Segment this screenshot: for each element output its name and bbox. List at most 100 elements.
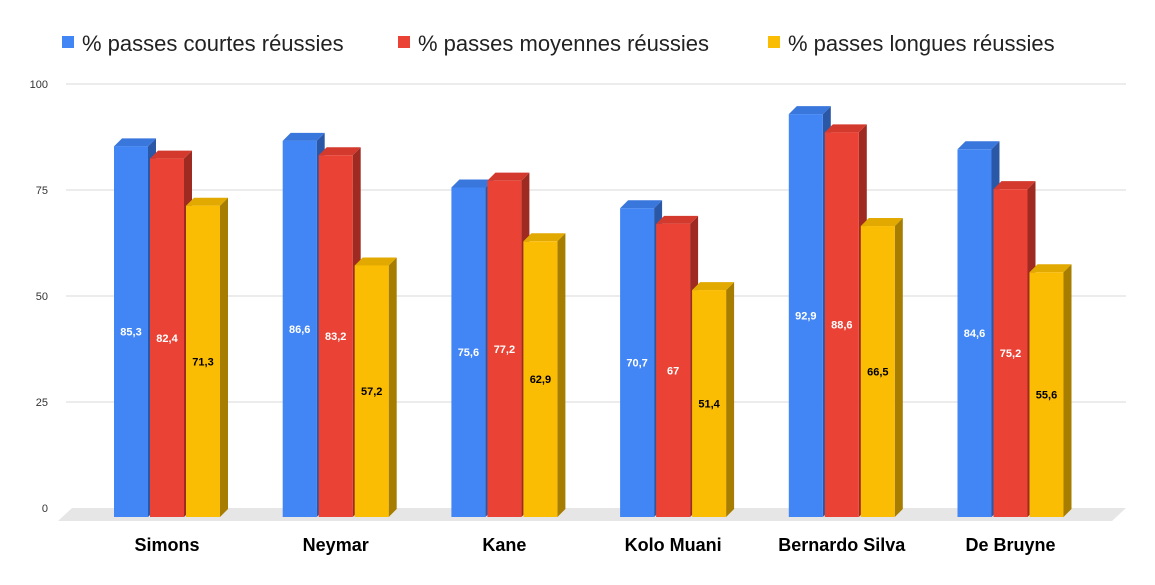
legend: % passes courtes réussies % passes moyenn… [62,31,1055,56]
bar-front [487,180,522,517]
bar-top [1029,264,1072,273]
bar: 92,9 [788,106,831,517]
data-label: 82,4 [156,333,178,345]
y-tick-label: 75 [36,185,48,197]
legend-swatch [768,36,780,48]
bar-front [114,146,148,517]
data-label: 67 [667,365,679,377]
bar-top [282,132,325,141]
bar-front [860,226,895,518]
bar: 88,6 [824,124,867,517]
x-tick-label: Simons [134,535,199,555]
bar-front [451,187,486,517]
data-label: 55,6 [1036,390,1057,402]
bar-side [220,197,228,518]
bar: 86,6 [282,132,325,518]
data-label: 51,4 [698,399,720,411]
x-axis: Simons Neymar Kane Kolo Muani Bernardo Silva… [134,535,1055,555]
bar-front [620,208,655,517]
bar-top [692,282,735,291]
x-tick-label: Bernardo Silva [778,535,906,555]
data-label: 71,3 [192,356,213,368]
y-tick-label: 0 [42,503,48,515]
bar-top [354,257,397,266]
bar-top [523,233,566,242]
bar: 62,9 [523,233,566,517]
bar: 75,2 [993,181,1036,518]
data-label: 84,6 [964,328,985,340]
bar-front [957,149,992,517]
bar-top [150,150,192,159]
bar: 70,7 [620,200,663,517]
bar-front [656,223,691,518]
legend-item: % passes courtes réussies [62,31,344,56]
bar: 77,2 [487,172,530,517]
legend-label: % passes courtes réussies [82,31,344,56]
x-tick-label: Kolo Muani [625,535,722,555]
bar-top [656,215,699,224]
bar-top [620,200,663,209]
bar: 66,5 [860,218,903,518]
y-axis: 0 25 50 75 100 [30,79,48,515]
bar-front [1029,272,1064,517]
legend-swatch [398,36,410,48]
data-label: 92,9 [795,311,816,323]
bar: 83,2 [318,147,361,517]
legend-label: % passes moyennes réussies [418,31,709,56]
bar-top [487,172,530,181]
x-tick-label: Kane [482,535,526,555]
bar-front [788,114,823,517]
bar-front [282,140,317,518]
bar-side [388,257,397,517]
bar-front [354,265,389,517]
bar: 51,4 [692,282,735,517]
bar-top [186,197,228,206]
bar-front [186,205,220,518]
bar-side [1063,264,1072,517]
bar-front [523,241,558,517]
data-label: 75,6 [458,347,479,359]
bar-top [957,141,1000,150]
legend-label: % passes longues réussies [788,31,1055,56]
bar: 84,6 [957,141,1000,517]
bar-front [824,132,859,517]
bar: 57,2 [354,257,397,517]
bar-top [860,218,903,227]
bar-top [788,106,831,115]
data-label: 57,2 [361,386,382,398]
data-label: 66,5 [867,367,888,379]
bar-top [451,179,494,188]
data-label: 88,6 [831,320,852,332]
data-label: 77,2 [494,344,515,356]
bar-top [993,181,1036,190]
bar-top [318,147,361,156]
data-label: 86,6 [289,324,310,336]
x-tick-label: Neymar [303,535,369,555]
legend-item: % passes longues réussies [768,31,1055,56]
x-tick-label: De Bruyne [965,535,1055,555]
y-tick-label: 50 [36,291,48,303]
legend-swatch [62,36,74,48]
bar-top [114,138,156,147]
bar-side [557,233,566,517]
data-label: 75,2 [1000,348,1021,360]
bar-front [692,290,727,517]
bar-front [993,189,1028,518]
bar: 67 [656,215,699,518]
bar: 85,3 [114,138,156,517]
bars: 85,3 82,4 71,3 86,6 83,2 57,2 75,6 77,2 62,9 70,7… [114,106,1072,518]
data-label: 70,7 [626,358,647,370]
bar-top [824,124,867,133]
bar: 71,3 [186,197,228,518]
data-label: 85,3 [120,327,141,339]
bar: 75,6 [451,179,494,517]
bar-front [318,155,353,517]
gridlines [66,83,1126,403]
data-label: 62,9 [530,374,551,386]
bar-side [894,218,903,518]
y-tick-label: 100 [30,79,48,91]
legend-item: % passes moyennes réussies [398,31,709,56]
bar-front [150,158,184,517]
bar: 82,4 [150,150,192,517]
